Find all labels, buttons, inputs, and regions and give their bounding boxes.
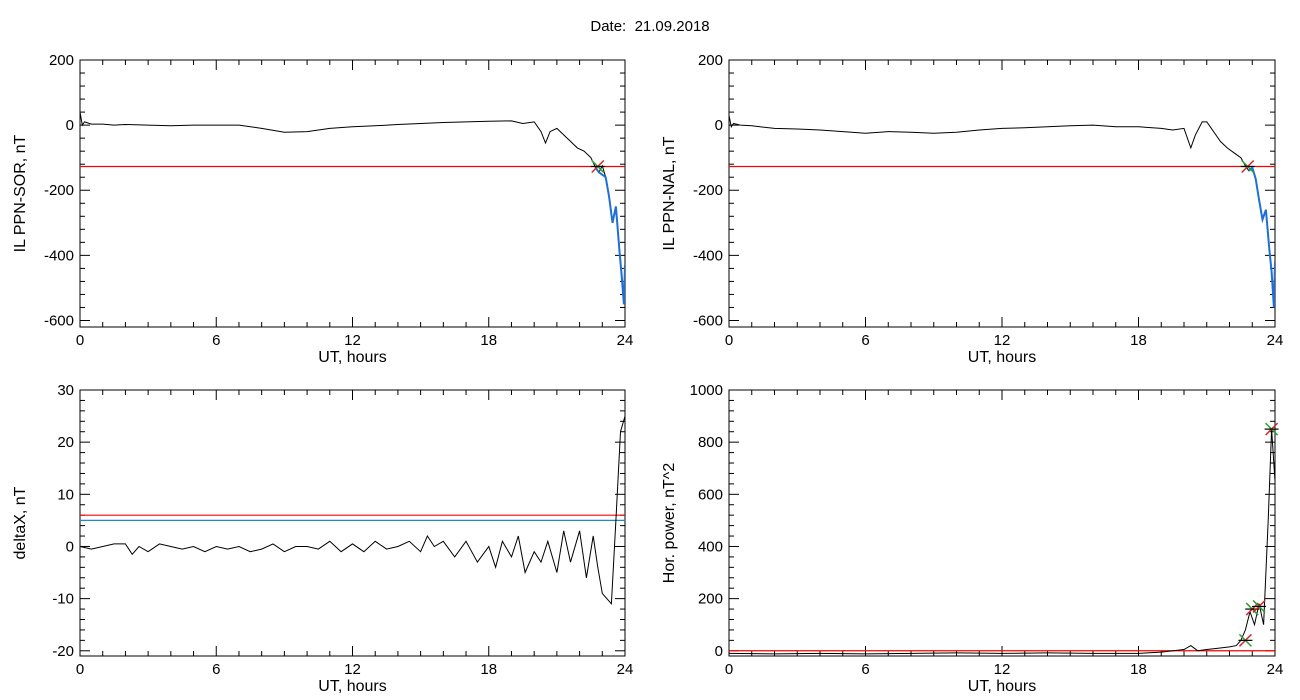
x-axis-label: UT, hours — [318, 678, 386, 695]
series-line — [729, 429, 1275, 655]
plot-frame — [79, 59, 626, 328]
x-tick-label: 0 — [76, 661, 84, 678]
event-marker — [1252, 599, 1267, 613]
y-axis-label: IL PPN-NAL, nT — [661, 136, 678, 250]
x-tick-label: 18 — [480, 332, 497, 349]
series-highlight — [1248, 165, 1275, 308]
y-tick-label: 200 — [698, 591, 723, 608]
y-tick-label: -20 — [52, 643, 74, 660]
y-tick-label: 800 — [698, 434, 723, 451]
y-tick-label: -200 — [44, 182, 74, 199]
y-tick-label: 400 — [698, 538, 723, 555]
y-tick-label: 0 — [715, 117, 723, 134]
x-tick-label: 24 — [1267, 661, 1284, 678]
x-tick-label: 24 — [1267, 332, 1284, 349]
y-tick-label: -600 — [44, 312, 74, 329]
y-tick-label: 0 — [715, 643, 723, 660]
plot-frame — [728, 389, 1276, 657]
date-header: Date: 21.09.2018 — [0, 18, 1300, 35]
series-line — [729, 115, 1275, 308]
y-tick-label: 0 — [66, 538, 74, 555]
y-tick-label: -200 — [693, 182, 723, 199]
y-tick-label: 200 — [698, 52, 723, 69]
date-value: 21.09.2018 — [634, 18, 710, 35]
chart-power: 0 6 12 18 24 0 200 400 600 800 1000 UT, hours Hor. p… — [661, 382, 1283, 695]
x-axis-label: UT, hours — [318, 349, 386, 366]
y-tick-label: -400 — [44, 247, 74, 264]
event-marker — [1238, 633, 1253, 647]
x-axis-label: UT, hours — [968, 349, 1036, 366]
x-tick-label: 12 — [344, 661, 361, 678]
x-tick-label: 6 — [861, 661, 869, 678]
y-tick-label: 30 — [57, 382, 74, 399]
x-tick-label: 18 — [1130, 332, 1147, 349]
chart-nal: 0 6 12 18 24 -600 -400 -200 0 200 UT, hours IL PPN-… — [661, 52, 1283, 366]
date-label: Date: — [590, 18, 627, 35]
x-tick-label: 0 — [76, 332, 84, 349]
y-tick-label: 200 — [49, 52, 74, 69]
series-line — [80, 112, 625, 305]
event-marker — [1264, 422, 1279, 436]
x-tick-label: 6 — [861, 332, 869, 349]
y-axis-label: Hor. power, nT^2 — [661, 463, 678, 584]
event-marker — [1240, 159, 1255, 174]
x-tick-label: 0 — [725, 332, 733, 349]
y-tick-label: 0 — [66, 117, 74, 134]
x-axis-label: UT, hours — [968, 678, 1036, 695]
x-tick-label: 6 — [212, 332, 220, 349]
x-tick-label: 24 — [617, 661, 634, 678]
x-tick-label: 24 — [617, 332, 634, 349]
y-tick-label: -10 — [52, 591, 74, 608]
x-tick-label: 12 — [344, 332, 361, 349]
y-tick-label: -400 — [693, 247, 723, 264]
y-tick-label: 10 — [57, 486, 74, 503]
plot-frame — [79, 389, 626, 657]
y-tick-label: 600 — [698, 486, 723, 503]
y-tick-label: 1000 — [690, 382, 723, 399]
series-highlight — [594, 166, 625, 305]
x-tick-label: 12 — [994, 661, 1011, 678]
x-tick-label: 18 — [480, 661, 497, 678]
y-tick-label: 20 — [57, 434, 74, 451]
y-axis-label: deltaX, nT — [12, 486, 29, 559]
chart-sor: 0 6 12 18 24 -600 -400 -200 0 200 UT, hours IL PPN-… — [12, 52, 633, 366]
x-tick-label: 0 — [725, 661, 733, 678]
x-tick-label: 6 — [212, 661, 220, 678]
series-line — [80, 415, 625, 606]
chart-deltax: 0 6 12 18 24 -20 -10 0 10 20 30 UT, hours deltaX, nT — [12, 382, 633, 695]
event-marker — [590, 159, 605, 174]
y-axis-label: IL PPN-SOR, nT — [12, 134, 29, 252]
y-tick-label: -600 — [693, 312, 723, 329]
x-tick-label: 12 — [994, 332, 1011, 349]
x-tick-label: 18 — [1130, 661, 1147, 678]
plot-frame — [728, 59, 1276, 328]
